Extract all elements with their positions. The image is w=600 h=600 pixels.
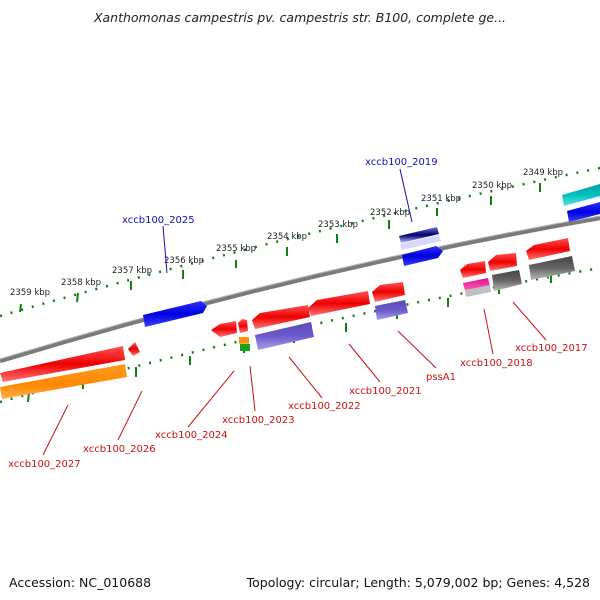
leader-line	[483, 308, 494, 355]
backbone-highlight	[0, 215, 600, 360]
scale-labels: 2349 kbp 2350 kbp 2351 kbp 2352 kbp 2353…	[10, 168, 563, 298]
genome-backbone	[0, 215, 600, 364]
scale-label: 2349 kbp	[523, 168, 563, 178]
gene-arrow[interactable]	[567, 202, 600, 222]
gene-arrow[interactable]	[562, 184, 600, 206]
gene-arrow[interactable]	[529, 256, 575, 280]
scale-label: 2356 kbp	[164, 256, 204, 266]
scale-label: 2354 kbp	[267, 232, 307, 242]
gene-label[interactable]: xccb100_2022	[288, 401, 361, 412]
accession-text: Accession: NC_010688	[9, 575, 152, 590]
gene-arrow[interactable]	[402, 246, 443, 266]
leader-line	[187, 370, 235, 428]
gene-label[interactable]: xccb100_2019	[365, 157, 438, 168]
gene-label[interactable]: xccb100_2021	[349, 386, 422, 397]
reverse-gene-labels: xccb100_2017 xccb100_2018 pssA1 xccb100_…	[8, 343, 588, 470]
leader-line	[399, 168, 413, 223]
gene-arrow[interactable]	[308, 291, 370, 316]
gene-arrow[interactable]	[465, 285, 491, 297]
gene-label[interactable]: pssA1	[426, 372, 456, 383]
forward-genes	[143, 184, 600, 327]
leader-line	[348, 343, 381, 383]
leader-line	[512, 301, 547, 341]
gene-arrow[interactable]	[488, 253, 517, 271]
gene-label[interactable]: xccb100_2026	[83, 444, 156, 455]
reverse-genes	[0, 238, 575, 399]
leader-line	[397, 330, 437, 369]
map-title: Xanthomonas campestris pv. campestris st…	[93, 10, 507, 25]
gene-arrow[interactable]	[399, 227, 439, 243]
leader-line	[117, 390, 143, 441]
label-leaders	[42, 168, 547, 456]
scale-label: 2352 kbp	[370, 208, 410, 218]
scale-label: 2350 kbp	[472, 181, 512, 191]
gene-arrow[interactable]	[255, 322, 314, 350]
scale-label: 2355 kbp	[216, 244, 256, 254]
gene-arrow[interactable]	[375, 300, 408, 320]
scale-label: 2359 kbp	[10, 288, 50, 298]
gene-block[interactable]	[239, 337, 249, 344]
scale-label: 2358 kbp	[61, 278, 101, 288]
gene-arrow[interactable]	[463, 278, 490, 291]
gene-arrow[interactable]	[0, 346, 125, 382]
forward-gene-labels: xccb100_2019 xccb100_2025	[122, 157, 438, 226]
gene-block[interactable]	[240, 344, 250, 351]
leader-line	[162, 225, 168, 274]
gene-label[interactable]: xccb100_2017	[515, 343, 588, 354]
gene-arrow[interactable]	[0, 364, 127, 399]
gene-arrow[interactable]	[238, 319, 248, 333]
gene-arrow[interactable]	[372, 282, 405, 302]
topology-text: Topology: circular; Length: 5,079,002 bp…	[246, 575, 590, 590]
scale-label: 2353 kbp	[318, 220, 358, 230]
leader-line	[42, 404, 69, 456]
gene-arrow[interactable]	[492, 270, 522, 291]
gene-label[interactable]: xccb100_2025	[122, 215, 195, 226]
gene-arrow[interactable]	[460, 261, 486, 278]
outer-major-ticks	[19, 183, 541, 313]
gene-arrow[interactable]	[211, 321, 237, 337]
scale-label: 2357 kbp	[112, 266, 152, 276]
scale-label: 2351 kbp	[421, 194, 461, 204]
gene-label[interactable]: xccb100_2018	[460, 358, 533, 369]
leader-line	[288, 356, 323, 399]
gene-arrow[interactable]	[400, 235, 441, 250]
gene-arrow[interactable]	[252, 305, 310, 329]
gene-label[interactable]: xccb100_2024	[155, 430, 228, 441]
leader-line	[249, 365, 256, 412]
gene-arrow[interactable]	[128, 342, 140, 356]
gene-arrow[interactable]	[143, 301, 207, 327]
gene-label[interactable]: xccb100_2027	[8, 459, 81, 470]
gene-arrow[interactable]	[526, 238, 570, 260]
gene-label[interactable]: xccb100_2023	[222, 415, 295, 426]
